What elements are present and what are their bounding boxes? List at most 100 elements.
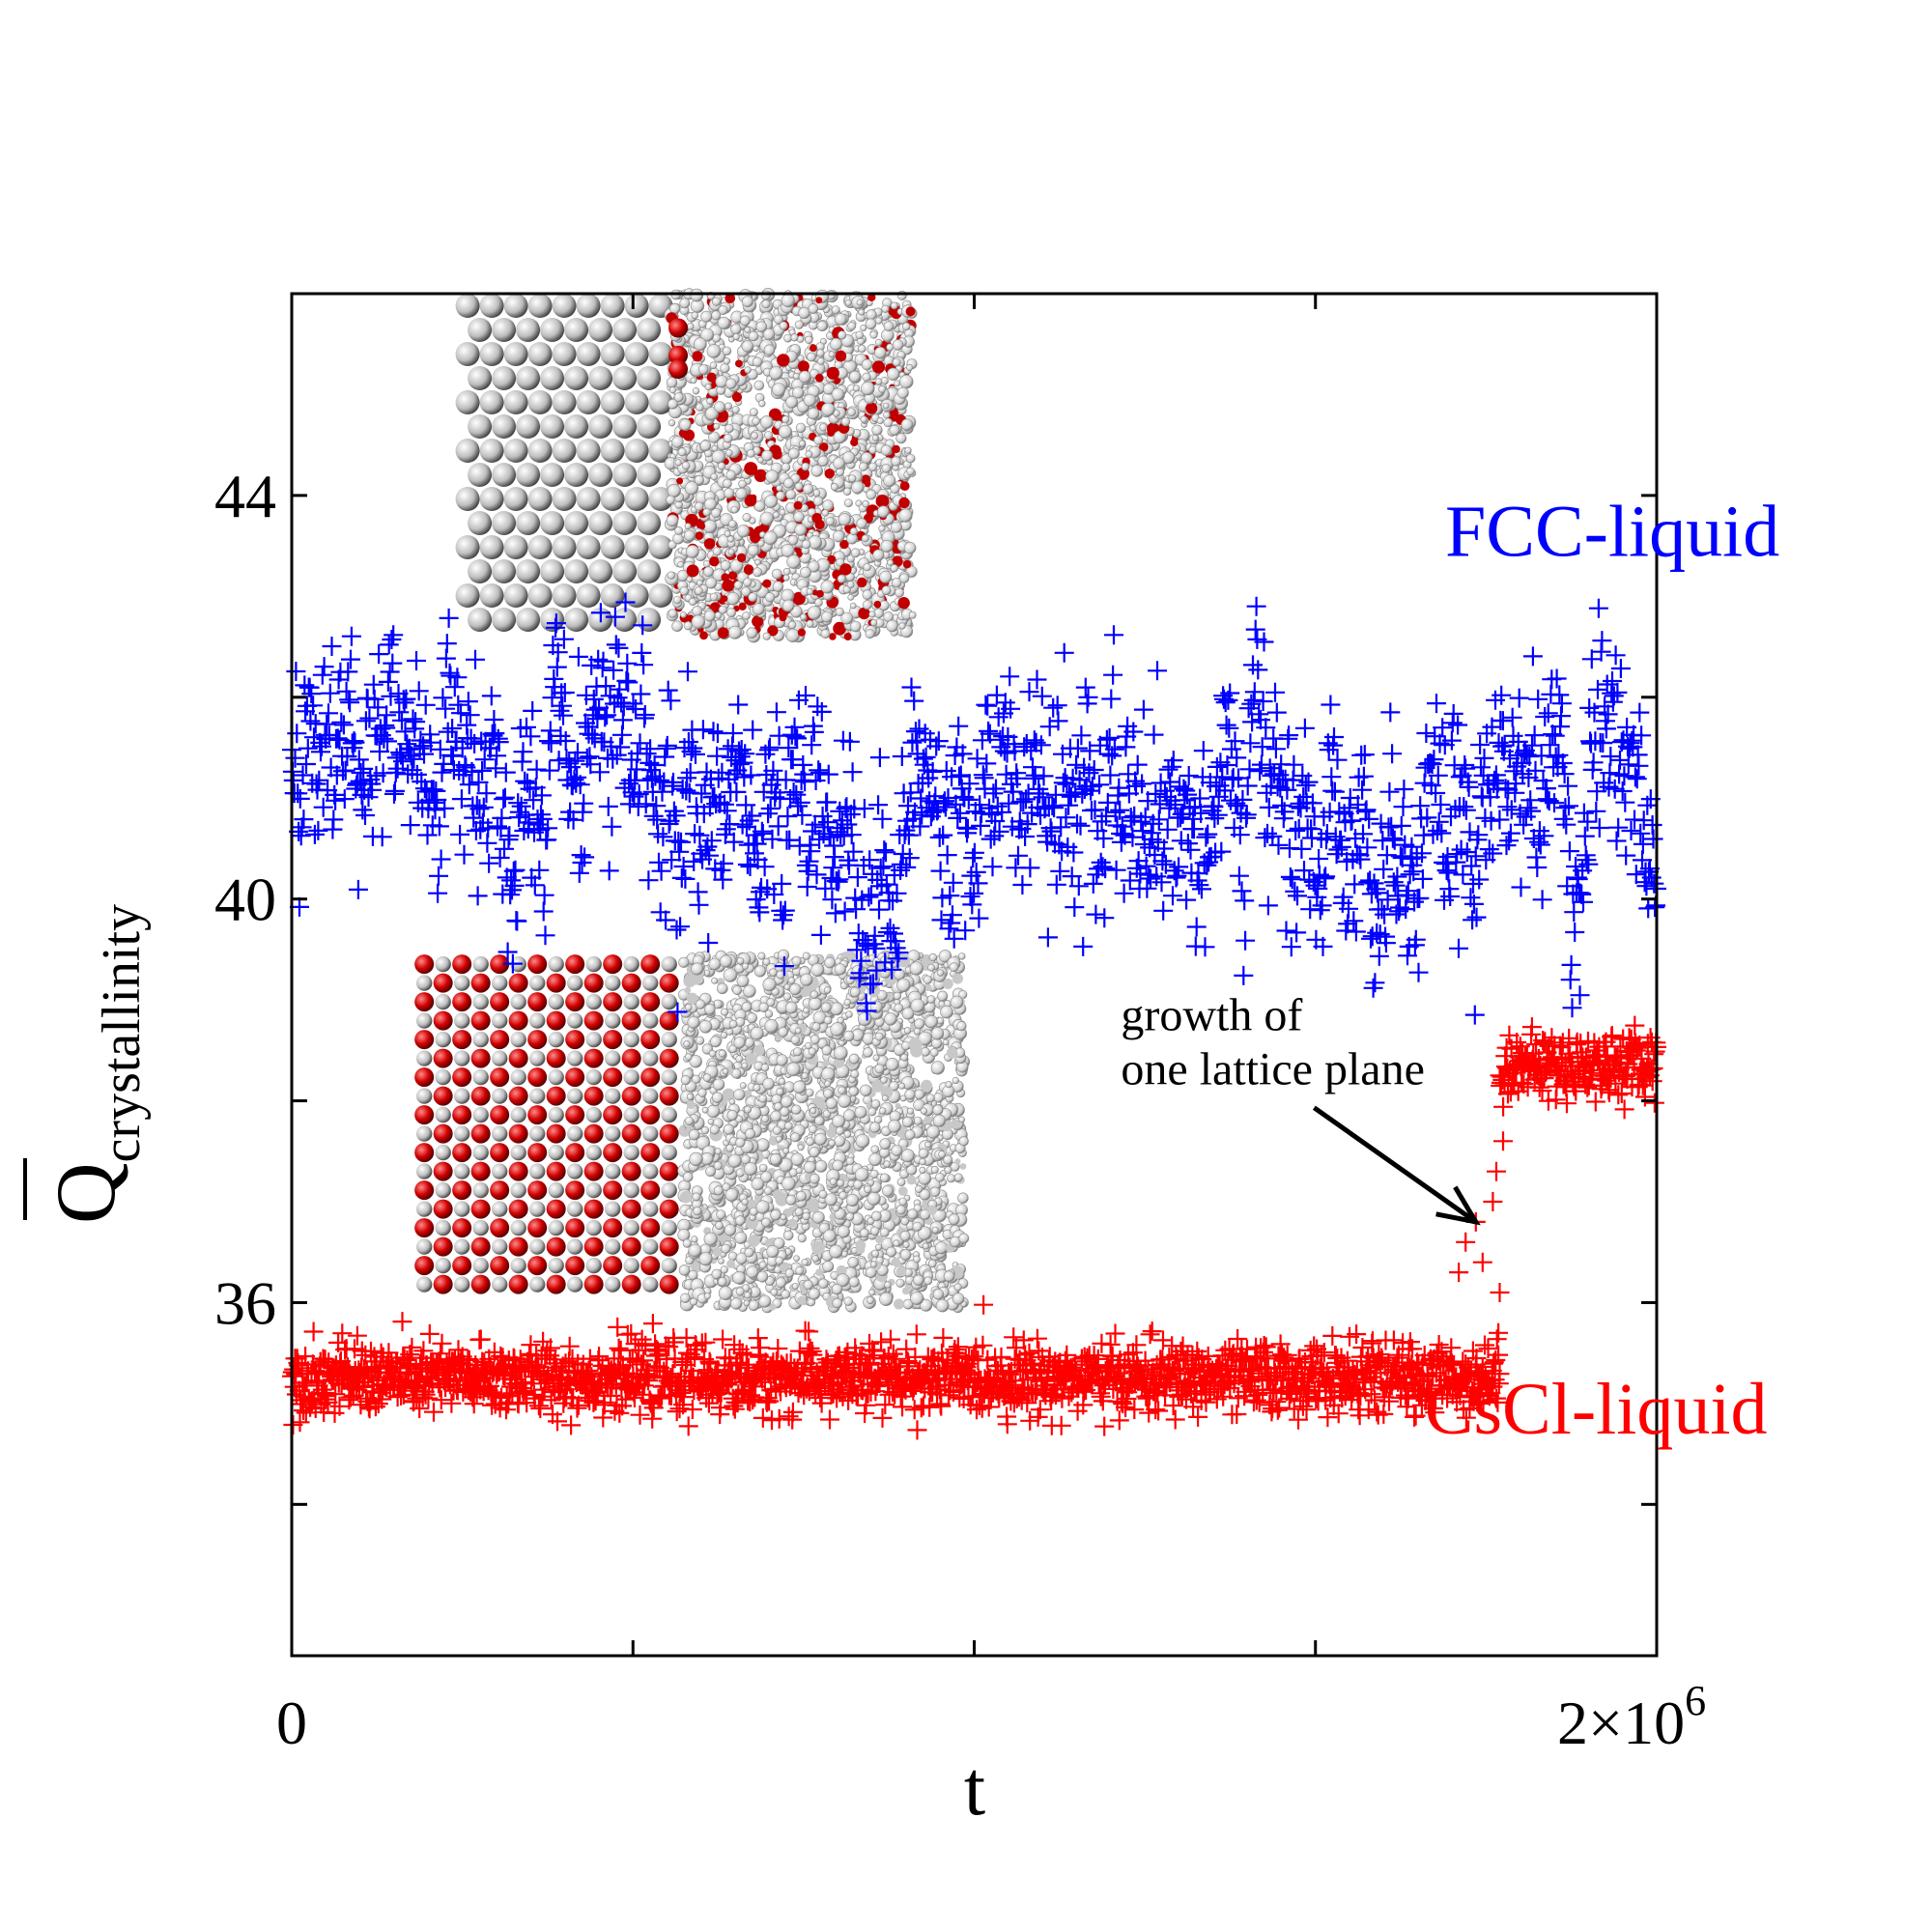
crystal-atom — [604, 1201, 621, 1217]
crystal-atom — [661, 1068, 677, 1086]
liquid-atom — [922, 1242, 929, 1250]
liquid-atom — [792, 1080, 807, 1094]
crystal-atom — [508, 1161, 528, 1181]
liquid-atom — [769, 1303, 777, 1311]
liquid-atom — [832, 1297, 843, 1309]
liquid-atom — [930, 1027, 945, 1040]
crystal-atom — [661, 1257, 677, 1274]
crystal-atom — [600, 342, 625, 366]
liquid-atom — [741, 1062, 749, 1069]
liquid-atom — [776, 491, 785, 501]
liquid-atom — [798, 370, 811, 384]
liquid-atom — [691, 311, 699, 320]
liquid-atom — [815, 1268, 823, 1276]
crystal-atom — [472, 993, 489, 1010]
crystal-atom — [641, 1238, 659, 1255]
liquid-atom — [736, 553, 747, 563]
liquid-atom — [931, 1226, 939, 1234]
liquid-atom — [820, 580, 835, 594]
crystal-atom — [516, 559, 541, 583]
liquid-atom — [714, 1148, 722, 1155]
liquid-atom — [781, 294, 795, 308]
crystal-atom — [491, 1012, 508, 1029]
liquid-atom — [815, 297, 823, 304]
crystal-atom — [490, 1180, 510, 1201]
crystal-atom — [503, 583, 528, 608]
liquid-atom — [707, 1118, 715, 1125]
liquid-atom — [839, 563, 852, 576]
liquid-atom — [722, 346, 732, 355]
liquid-atom — [771, 448, 782, 460]
liquid-atom — [898, 573, 910, 583]
liquid-atom — [758, 1261, 767, 1269]
liquid-atom — [870, 1099, 881, 1109]
liquid-atom — [697, 1088, 707, 1098]
liquid-atom — [835, 313, 847, 326]
liquid-atom — [733, 1037, 746, 1049]
liquid-atom — [763, 530, 778, 546]
crystal-atom — [415, 1201, 433, 1217]
crystal-atom — [479, 487, 504, 511]
liquid-atom — [858, 607, 870, 620]
liquid-atom — [927, 963, 936, 972]
liquid-atom — [702, 1073, 712, 1082]
liquid-atom — [810, 962, 825, 977]
crystal-atom — [415, 1012, 433, 1029]
liquid-atom — [811, 1240, 825, 1255]
crystal-atom — [640, 1218, 661, 1238]
liquid-atom — [794, 320, 804, 329]
liquid-atom — [782, 992, 792, 1001]
liquid-atom — [684, 481, 699, 496]
liquid-atom — [769, 968, 778, 978]
liquid-atom — [746, 1265, 759, 1279]
crystal-atom — [433, 1123, 453, 1144]
liquid-atom — [746, 627, 758, 639]
crystal-atom — [472, 1031, 489, 1048]
liquid-atom — [741, 340, 753, 353]
liquid-atom — [899, 1249, 912, 1261]
liquid-atom — [937, 990, 949, 1002]
liquid-atom — [785, 395, 798, 409]
crystal-atom — [435, 1106, 451, 1123]
crystal-atom — [637, 463, 662, 487]
crystal-atom — [548, 1031, 564, 1048]
liquid-atom — [775, 1256, 784, 1265]
liquid-atom — [811, 1210, 825, 1224]
liquid-atom — [694, 501, 704, 511]
crystal-atom — [564, 318, 589, 342]
liquid-atom — [810, 424, 817, 432]
liquid-atom — [730, 505, 739, 514]
liquid-atom — [730, 324, 742, 335]
crystal-atom — [648, 487, 673, 511]
liquid-atom — [900, 1053, 908, 1062]
crystal-atom — [470, 1048, 491, 1068]
liquid-atom — [899, 481, 910, 491]
liquid-atom — [825, 1097, 838, 1110]
crystal-atom — [612, 463, 638, 487]
liquid-atom — [736, 956, 745, 965]
liquid-atom — [733, 581, 743, 590]
liquid-atom — [912, 1221, 923, 1232]
liquid-atom — [878, 525, 886, 532]
liquid-atom — [758, 1094, 768, 1103]
crystal-atom — [576, 535, 601, 559]
crystal-atom — [516, 366, 541, 390]
inset-snapshots — [414, 288, 970, 1314]
crystal-atom — [414, 1180, 435, 1201]
crystal-atom — [583, 1274, 604, 1294]
crystal-atom — [490, 1105, 510, 1125]
liquid-atom — [876, 417, 884, 425]
liquid-atom — [948, 1213, 960, 1226]
crystal-atom — [648, 439, 673, 463]
liquid-atom — [914, 1089, 925, 1100]
liquid-atom — [854, 1106, 867, 1119]
crystal-atom — [659, 1161, 679, 1181]
liquid-atom — [779, 321, 788, 330]
liquid-atom — [880, 444, 893, 456]
crystal-atom — [565, 1256, 585, 1276]
liquid-atom — [946, 1047, 958, 1059]
liquid-atom — [800, 613, 808, 621]
liquid-atom — [726, 1109, 738, 1122]
liquid-atom — [717, 1277, 727, 1287]
